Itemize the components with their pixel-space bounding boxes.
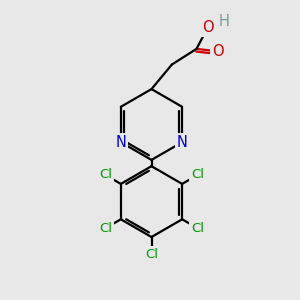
Text: Cl: Cl	[99, 222, 112, 235]
Text: O: O	[202, 20, 214, 35]
Text: O: O	[212, 44, 224, 59]
Text: Cl: Cl	[145, 248, 158, 262]
Text: Cl: Cl	[99, 168, 112, 182]
Text: Cl: Cl	[191, 168, 204, 182]
Text: N: N	[177, 135, 188, 150]
Text: N: N	[116, 135, 126, 150]
Text: H: H	[219, 14, 230, 29]
Text: Cl: Cl	[191, 222, 204, 235]
